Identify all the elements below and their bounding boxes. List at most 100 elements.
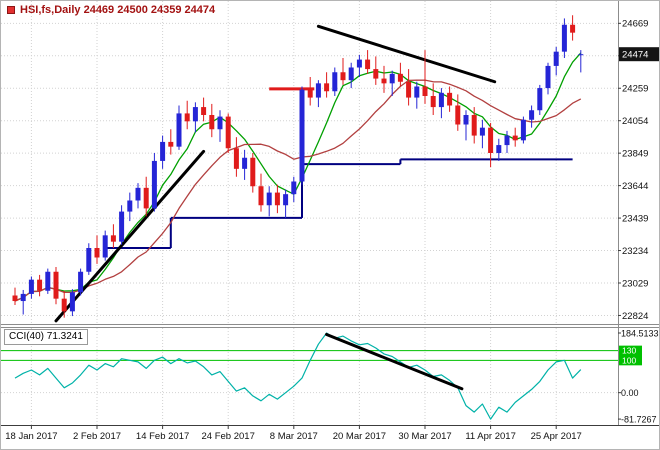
candle [348,67,354,81]
candle [242,157,248,169]
candle [496,145,502,153]
candle [233,148,239,169]
candle [430,96,436,108]
candle [283,194,289,206]
candle [553,51,559,66]
time-axis: 18 Jan 2017 2 Feb 2017 14 Feb 2017 24 Feb 2… [5,426,582,442]
candle [69,292,75,312]
cci-panel [1,332,618,420]
candle [192,107,198,122]
candle [135,187,141,201]
candle [151,160,157,209]
candle [102,235,108,258]
candle [545,65,551,89]
svg-text:184.5133: 184.5133 [621,328,659,338]
candle [455,105,461,125]
candle [389,73,395,84]
svg-text:100: 100 [622,355,636,365]
candle [447,92,453,106]
candle [61,298,67,312]
candle [209,115,215,130]
svg-text:0.00: 0.00 [621,388,639,398]
candle [184,113,190,122]
candle [340,72,346,81]
candle [414,86,420,98]
candle [381,78,387,84]
candle [225,116,231,149]
candle [307,89,313,98]
candle [53,271,59,299]
svg-text:30 Mar 2017: 30 Mar 2017 [398,431,451,442]
candle [397,73,403,82]
svg-text:-81.7267: -81.7267 [621,414,657,424]
candle [78,271,84,293]
svg-text:8 Mar 2017: 8 Mar 2017 [270,431,318,442]
svg-text:22824: 22824 [622,311,648,322]
main-panel [14,24,582,323]
svg-text:23234: 23234 [622,246,648,257]
candle [332,72,338,92]
candle [119,211,125,242]
candle [365,59,371,70]
candle [258,186,264,206]
candle [12,295,18,302]
candle [37,279,43,291]
svg-text:23029: 23029 [622,278,648,289]
cci-trend-line[interactable] [325,332,464,391]
candle [578,54,584,56]
svg-text:2 Feb 2017: 2 Feb 2017 [73,431,121,442]
candle [315,83,321,98]
svg-text:25 Apr 2017: 25 Apr 2017 [531,431,582,442]
candle [168,141,174,147]
ma-fast-line [14,52,582,302]
candle [45,271,51,291]
candle [463,115,469,125]
candle [127,200,133,212]
trend-line-2[interactable] [316,24,497,84]
candle [356,59,362,68]
candle [479,127,485,136]
svg-text:11 Apr 2017: 11 Apr 2017 [465,431,516,442]
candle [86,248,92,272]
current-price-box [619,47,659,62]
candle [488,127,494,153]
candle [20,293,26,302]
ma-slow-line [14,79,582,302]
svg-text:14 Feb 2017: 14 Feb 2017 [136,431,189,442]
candle [217,116,223,130]
candle [176,113,182,147]
svg-text:24 Feb 2017: 24 Feb 2017 [202,431,255,442]
candle [266,192,272,206]
candle [201,107,207,115]
candle [438,92,444,108]
candle [471,115,477,136]
candle [291,181,297,195]
candle [520,119,526,141]
candle [28,279,34,294]
candle [422,86,428,96]
svg-text:23439: 23439 [622,213,648,224]
cci-level-badge [619,345,642,356]
cci-line [14,332,582,420]
candles [12,15,584,318]
candle [324,83,330,92]
candle [274,192,280,206]
candle [373,69,379,79]
svg-text:18 Jan 2017: 18 Jan 2017 [5,431,57,442]
svg-text:23644: 23644 [622,181,648,192]
candle [406,81,412,98]
svg-text:130: 130 [622,346,636,356]
svg-text:24054: 24054 [622,116,648,127]
candle [160,141,166,161]
candle [94,248,100,258]
candle [529,110,535,120]
candle [570,24,576,33]
candle [299,89,305,182]
candle [537,88,543,111]
candle [250,157,256,187]
svg-text:24474: 24474 [622,50,648,61]
candle [504,135,510,146]
svg-text:24259: 24259 [622,84,648,95]
